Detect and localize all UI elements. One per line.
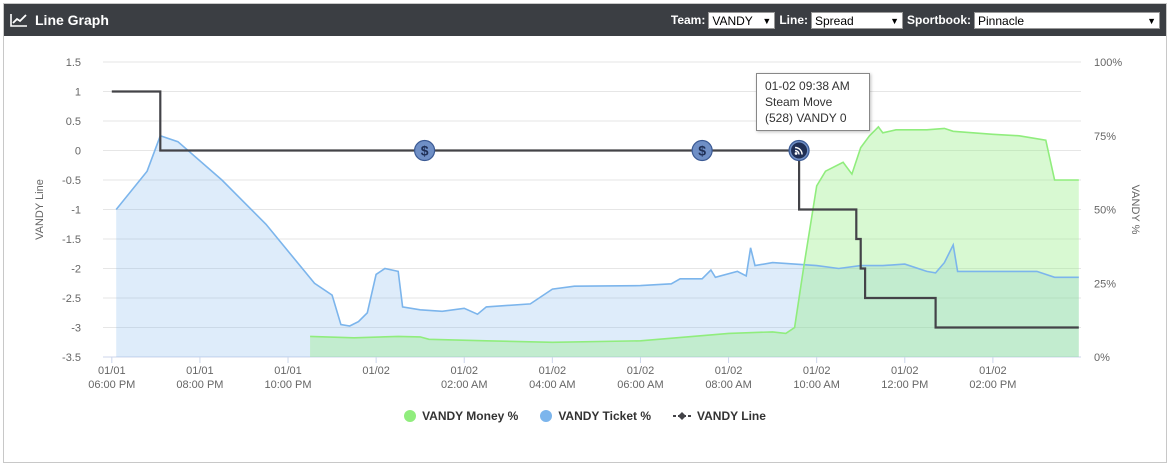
y-tick-label-left: -2 xyxy=(71,264,81,276)
x-tick-time: 02:00 PM xyxy=(969,379,1016,391)
y-tick-label-left: 0 xyxy=(75,146,81,158)
y-tick-label-left: 1.5 xyxy=(66,57,81,69)
x-tick-date: 01/02 xyxy=(891,365,919,377)
line-graph-panel: Line Graph Team: VANDY ▼ Line: Spread ▼ … xyxy=(3,3,1167,463)
y-tick-label-left: -0.5 xyxy=(62,175,81,187)
steam-icon-dot xyxy=(794,152,798,155)
y-tick-label-left: -1.5 xyxy=(62,234,81,246)
y-tick-label-left: -3.5 xyxy=(62,352,81,364)
line-chart: 1.5 1 0.5 0 -0.5 -1 -1.5 -2 -2.5 -3 -3.5 100% 75% 50%… xyxy=(34,57,1141,391)
x-tick-time: 08:00 PM xyxy=(176,379,223,391)
tooltip-event: Steam Move xyxy=(765,95,833,109)
steam-icon-arc xyxy=(794,146,803,155)
money-area xyxy=(310,126,1079,358)
x-tick-date: 01/02 xyxy=(539,365,567,377)
chevron-down-icon: ▼ xyxy=(1147,15,1156,26)
y-tick-label-left: -1 xyxy=(71,205,81,217)
x-tick-time: 10:00 AM xyxy=(793,379,839,391)
x-tick-time: 12:00 PM xyxy=(881,379,928,391)
sportbook-select[interactable]: Pinnacle ▼ xyxy=(974,11,1160,29)
y-tick-label-right: 100% xyxy=(1094,57,1122,69)
vandy-line-series xyxy=(111,90,1079,329)
x-tick-time: 06:00 AM xyxy=(617,379,663,391)
x-tick-time: 08:00 AM xyxy=(705,379,751,391)
y-tick-label-right: 25% xyxy=(1094,278,1116,290)
steam-icon-core xyxy=(791,142,808,159)
x-tick-date: 01/02 xyxy=(450,365,478,377)
legend-item-ticket[interactable]: VANDY Ticket % xyxy=(540,409,651,423)
x-tick-time: 06:00 PM xyxy=(88,379,135,391)
chevron-down-icon: ▼ xyxy=(762,15,772,26)
team-select-value: VANDY xyxy=(712,13,753,28)
x-tick-time: 10:00 PM xyxy=(264,379,311,391)
x-tick-date: 01/02 xyxy=(362,365,390,377)
sportbook-select-value: Pinnacle xyxy=(978,13,1025,28)
x-tick-time: 04:00 AM xyxy=(529,379,575,391)
legend-marker-money xyxy=(404,410,417,422)
x-tick-date: 01/01 xyxy=(274,365,302,377)
panel-header: Line Graph Team: VANDY ▼ Line: Spread ▼ … xyxy=(4,4,1166,36)
tooltip-time: 01-02 09:38 AM xyxy=(765,79,850,93)
y-axis-title-left: VANDY Line xyxy=(34,179,46,240)
x-tick-date: 01/01 xyxy=(98,365,126,377)
dollar-icon xyxy=(413,139,436,162)
line-label: Line: xyxy=(779,13,808,27)
line-select-value: Spread xyxy=(815,13,854,28)
legend-label-money: VANDY Money % xyxy=(422,409,519,423)
x-tick-date: 01/02 xyxy=(627,365,655,377)
y-tick-label-left: -2.5 xyxy=(62,293,81,305)
steam-icon-arc xyxy=(794,149,800,155)
legend-label-line: VANDY Line xyxy=(697,409,766,423)
legend-marker-ticket xyxy=(540,410,553,422)
team-select[interactable]: VANDY ▼ xyxy=(708,11,776,29)
tooltip-detail: (528) VANDY 0 xyxy=(765,111,847,125)
y-axis-title-right: VANDY % xyxy=(1129,185,1141,235)
chart-controls: Team: VANDY ▼ Line: Spread ▼ Sportbook: … xyxy=(671,4,1160,36)
y-tick-label-left: 0.5 xyxy=(66,116,81,128)
sportbook-label: Sportbook: xyxy=(907,13,971,27)
legend-marker-line xyxy=(673,412,692,420)
panel-title-text: Line Graph xyxy=(35,12,109,28)
legend-item-line[interactable]: VANDY Line xyxy=(673,409,766,423)
chart-legend: VANDY Money % VANDY Ticket % VANDY Line xyxy=(4,409,1166,423)
x-tick-date: 01/02 xyxy=(715,365,743,377)
chart-tooltip: 01-02 09:38 AM Steam Move (528) VANDY 0 xyxy=(756,73,870,131)
y-tick-label-left: 1 xyxy=(75,87,81,99)
x-tick-date: 01/01 xyxy=(186,365,214,377)
y-tick-label-right: 0% xyxy=(1094,352,1110,364)
dollar-icon xyxy=(691,139,713,162)
legend-label-ticket: VANDY Ticket % xyxy=(558,409,652,423)
x-tick-date: 01/02 xyxy=(979,365,1007,377)
ticket-area xyxy=(116,135,1079,357)
team-label: Team: xyxy=(670,13,706,27)
y-tick-label-right: 50% xyxy=(1094,205,1116,217)
panel-title: Line Graph xyxy=(10,4,109,36)
y-tick-label-left: -3 xyxy=(71,323,81,335)
dollar-glyph: $ xyxy=(421,143,429,159)
line-chart-icon xyxy=(10,13,28,27)
line-select[interactable]: Spread ▼ xyxy=(811,11,903,29)
chevron-down-icon: ▼ xyxy=(890,15,899,26)
x-tick-time: 02:00 AM xyxy=(441,379,487,391)
x-tick-date: 01/02 xyxy=(803,365,831,377)
legend-item-money[interactable]: VANDY Money % xyxy=(404,409,518,423)
money-series-line xyxy=(310,125,1079,344)
dollar-glyph: $ xyxy=(698,143,706,159)
ticket-series-line xyxy=(115,134,1079,327)
y-tick-label-right: 75% xyxy=(1094,131,1116,143)
